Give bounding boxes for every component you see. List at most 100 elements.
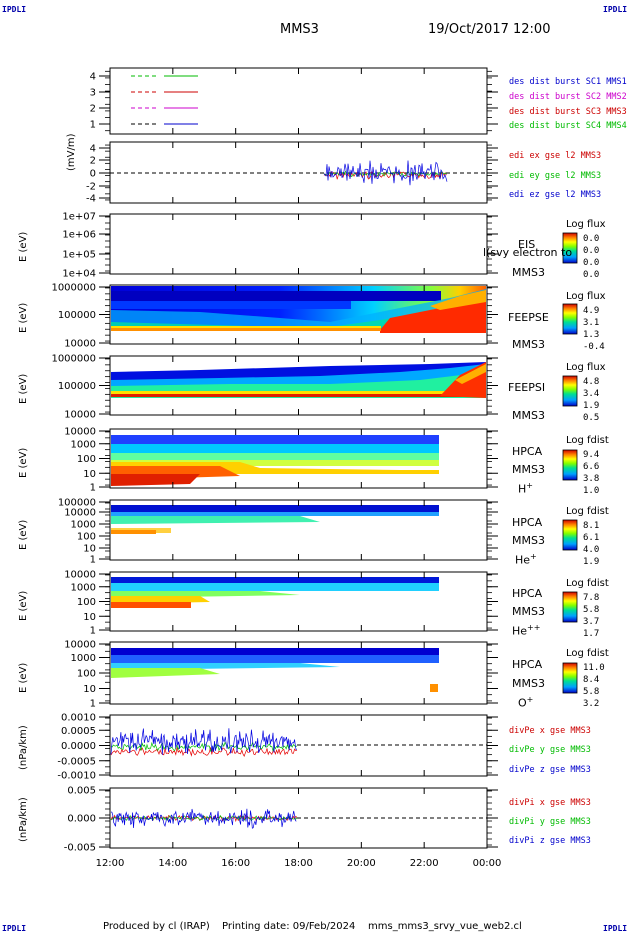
y-tick-label: 1 <box>90 120 96 131</box>
y-tick-label: 1000 <box>71 653 96 664</box>
panel7-colorbar <box>562 519 578 551</box>
panel1-legend-3: des dist burst SC4 MMS4 <box>509 121 627 131</box>
y-tick-label: 1000000 <box>51 283 96 294</box>
y-tick-label: 1e+05 <box>62 250 96 261</box>
panel6-spacecraft: MMS3 <box>512 463 545 476</box>
y-tick-label: -4 <box>86 194 96 205</box>
y-tick-label: 0.0000 <box>61 741 96 752</box>
y-tick-label: -0.0005 <box>57 756 96 767</box>
y-tick-label: 10 <box>83 612 96 623</box>
panel8-spacecraft: MMS3 <box>512 605 545 618</box>
time-tick-label: 14:00 <box>158 858 187 869</box>
corner-label-br: IPDLI <box>603 924 628 933</box>
time-tick-label: 20:00 <box>347 858 376 869</box>
y-tick-label: 100000 <box>58 381 96 392</box>
footer-credit: Produced by cl (IRAP) <box>103 921 210 932</box>
y-tick-label: 1000 <box>71 582 96 593</box>
panel4-cbar-title: Log flux <box>566 291 606 302</box>
panel11-legend-0: divPi x gse MMS3 <box>509 798 591 808</box>
y-tick-label: 1 <box>90 555 96 566</box>
panel8-cbar-title: Log fdist <box>566 578 609 589</box>
panel3-ylabel: E (eV) <box>18 231 29 262</box>
footer-filename: mms_mms3_srvy_vue_web2.cl <box>368 921 522 932</box>
panel4-instrument: FEEPSE <box>508 311 549 324</box>
corner-label-tr: IPDLI <box>603 5 628 14</box>
panel10-legend-0: divPe x gse MMS3 <box>509 726 591 736</box>
panel6-cbar-title: Log fdist <box>566 435 609 446</box>
panel9-spectrogram <box>111 648 439 692</box>
panel4-ylabel: E (eV) <box>18 302 29 333</box>
y-tick-label: 100 <box>77 669 96 680</box>
panel8-spectrogram <box>111 577 439 608</box>
panel11-traces <box>110 808 298 829</box>
panel4-colorbar <box>562 303 578 335</box>
y-tick-label: 10000 <box>64 570 96 581</box>
spacecraft-title: MMS3 <box>280 22 319 37</box>
panel3-cbar-values: 0.0 0.0 0.0 0.0 <box>583 234 600 280</box>
panel9-species: O+ <box>518 695 534 710</box>
y-tick-label: 2 <box>90 156 96 167</box>
y-tick-label: 1 <box>90 699 96 710</box>
panel6-cbar-values: 9.4 6.6 3.8 1.0 <box>583 450 600 496</box>
panel11-legend-2: divPi z gse MMS3 <box>509 836 591 846</box>
y-tick-label: 0.000 <box>67 814 96 825</box>
time-tick-label: 00:00 <box>473 858 502 869</box>
y-tick-label: 0.005 <box>67 786 96 797</box>
corner-label-tl: IPDLI <box>2 5 27 14</box>
y-tick-label: 100000 <box>58 498 96 509</box>
panel9-ylabel: E (eV) <box>18 662 29 693</box>
panel2-legend-0: edi ex gse l2 MMS3 <box>509 151 602 161</box>
panel11-legend-1: divPi y gse MMS3 <box>509 817 591 827</box>
panel2-ylabel: (mV/m) <box>66 133 77 172</box>
panel3-overlay-text: l(svy electron to <box>483 246 573 259</box>
y-tick-label: 2 <box>90 104 96 115</box>
panel1-legend-1: des dist burst SC2 MMS2 <box>509 92 627 102</box>
y-tick-label: 10000 <box>64 427 96 438</box>
y-tick-label: 4 <box>90 72 96 83</box>
y-tick-label: 100 <box>77 597 96 608</box>
panel5-instrument: FEEPSI <box>508 381 546 394</box>
panel3-frame <box>109 213 488 275</box>
time-tick-label: 22:00 <box>410 858 439 869</box>
panel9-colorbar <box>562 662 578 694</box>
y-tick-label: 10000 <box>64 410 96 421</box>
panel5-colorbar <box>562 375 578 407</box>
panel8-ylabel: E (eV) <box>18 590 29 621</box>
panel8-instrument: HPCA <box>512 587 543 600</box>
panel3-cbar-title: Log flux <box>566 219 606 230</box>
panel9-cbar-title: Log fdist <box>566 648 609 659</box>
y-tick-label: 10000 <box>64 640 96 651</box>
corner-label-bl: IPDLI <box>2 924 27 933</box>
panel3-instrument: EIS <box>518 238 536 251</box>
y-tick-label: 10 <box>83 469 96 480</box>
footer-printing-date: Printing date: 09/Feb/2024 <box>222 921 356 932</box>
y-tick-label: 1000 <box>71 439 96 450</box>
date-title: 19/Oct/2017 12:00 <box>428 22 551 37</box>
time-axis: 12:00 14:00 16:00 18:00 20:00 22:00 00:00 <box>96 68 502 869</box>
panel9-spacecraft: MMS3 <box>512 677 545 690</box>
panel11-ylabel: (nPa/km) <box>18 797 29 842</box>
y-tick-label: 4 <box>90 144 96 155</box>
panel6-species: H+ <box>518 481 533 496</box>
y-tick-label: 10 <box>83 684 96 695</box>
time-tick-label: 18:00 <box>284 858 313 869</box>
panel9-instrument: HPCA <box>512 658 543 671</box>
y-tick-label: 1000 <box>71 520 96 531</box>
panel4-spectrogram <box>111 286 486 333</box>
y-tick-label: 10000 <box>64 339 96 350</box>
y-tick-label: 1e+04 <box>62 269 96 280</box>
panel1-bursts <box>131 75 198 125</box>
panel6-ylabel: E (eV) <box>18 447 29 478</box>
y-tick-label: 0 <box>90 169 96 180</box>
panel7-cbar-title: Log fdist <box>566 506 609 517</box>
panel3-colorbar <box>562 232 578 264</box>
y-tick-label: 10 <box>83 544 96 555</box>
panel8-colorbar <box>562 591 578 623</box>
panel1-legend-2: des dist burst SC3 MMS3 <box>509 107 627 117</box>
y-tick-labels: 4321420-2-41e+071e+061e+051e+04100000010… <box>51 70 498 854</box>
panel3-spacecraft: MMS3 <box>512 266 545 279</box>
panel5-cbar-title: Log flux <box>566 362 606 373</box>
y-tick-label: 0.0005 <box>61 726 96 737</box>
panel2-legend-2: edi ez gse l2 MMS3 <box>509 190 602 200</box>
panel10-ylabel: (nPa/km) <box>18 725 29 770</box>
